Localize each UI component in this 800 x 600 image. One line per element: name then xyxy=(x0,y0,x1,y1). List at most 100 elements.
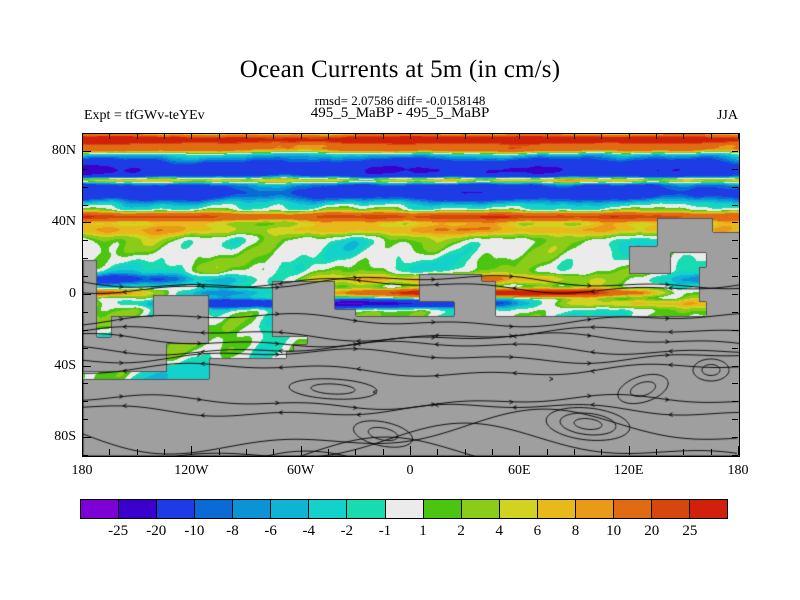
y-axis-minor-tick-right xyxy=(732,401,738,403)
y-axis-major-tick xyxy=(82,150,91,152)
colorbar-tick-label: 10 xyxy=(606,523,622,539)
x-axis-minor-tick xyxy=(355,449,357,455)
y-axis-minor-tick-right xyxy=(732,383,738,385)
x-axis-minor-tick-top xyxy=(109,133,111,139)
y-axis-minor-tick-right xyxy=(732,365,738,367)
ocean-current-heatmap xyxy=(83,134,739,456)
colorbar-gradient xyxy=(80,499,728,519)
x-axis-minor-tick-top xyxy=(300,133,302,139)
y-axis-minor-tick-right xyxy=(732,437,738,439)
x-axis-minor-tick-top xyxy=(519,133,521,139)
x-axis-label: 60E xyxy=(508,463,531,478)
colorbar-band xyxy=(690,500,728,518)
y-axis-label: 80N xyxy=(51,142,76,158)
colorbar-tick-label: -2 xyxy=(340,523,354,539)
colorbar-band xyxy=(423,500,462,518)
map-plot-area xyxy=(82,133,740,457)
y-axis-minor-tick-right xyxy=(732,329,738,331)
colorbar-tick-label: -1 xyxy=(378,523,392,539)
colorbar-tick-label: 2 xyxy=(457,523,465,539)
y-axis-minor-tick-right xyxy=(732,168,738,170)
y-axis-label: 0 xyxy=(69,286,76,301)
x-axis-label: 0 xyxy=(406,463,414,478)
x-axis-minor-tick-top xyxy=(273,133,275,139)
y-axis-major-tick xyxy=(82,437,91,439)
x-axis-minor-tick-top xyxy=(628,133,630,139)
x-axis-minor-tick xyxy=(546,449,548,455)
x-axis-minor-tick-top xyxy=(492,133,493,139)
y-axis-minor-tick xyxy=(82,383,88,385)
x-axis-minor-tick xyxy=(218,449,220,455)
y-axis-minor-tick-right xyxy=(732,222,738,224)
colorbar-band xyxy=(271,500,310,518)
x-axis-minor-tick-top xyxy=(410,133,411,139)
experiment-label: Expt = tfGWv-teYEv xyxy=(84,108,205,123)
colorbar-tick-label: 1 xyxy=(419,523,427,539)
colorbar-band xyxy=(119,500,158,518)
colorbar-band xyxy=(81,500,120,518)
colorbar-band xyxy=(613,500,652,518)
y-axis-minor-tick xyxy=(82,347,88,349)
y-axis-minor-tick-right xyxy=(732,240,738,242)
x-axis-minor-tick xyxy=(656,449,657,455)
y-axis-major-tick xyxy=(82,365,91,367)
colorbar-band xyxy=(157,500,196,518)
x-axis-major-tick xyxy=(191,446,193,455)
y-axis-label: 40N xyxy=(51,214,76,230)
colorbar-band xyxy=(309,500,348,518)
y-axis-minor-tick-right xyxy=(732,311,738,313)
x-axis-major-tick xyxy=(300,446,302,455)
x-axis-major-tick xyxy=(628,446,630,455)
x-axis-minor-tick-top xyxy=(710,133,712,139)
colorbar-band xyxy=(575,500,614,518)
x-axis-minor-tick xyxy=(246,449,247,455)
x-axis-minor-tick xyxy=(683,449,685,455)
colorbar-band xyxy=(195,500,234,518)
colorbar-tick-label: -6 xyxy=(264,523,277,539)
x-axis-minor-tick xyxy=(574,449,575,455)
y-axis-minor-tick-right xyxy=(732,258,738,260)
colorbar-tick-label: 25 xyxy=(682,523,698,539)
colorbar-tick-label: -25 xyxy=(108,523,129,539)
x-axis-minor-tick-top xyxy=(656,133,657,139)
y-axis-minor-tick xyxy=(82,240,88,242)
x-axis-minor-tick xyxy=(109,449,111,455)
x-axis-minor-tick-top xyxy=(546,133,548,139)
y-axis-label: 80S xyxy=(54,429,76,445)
x-axis-minor-tick-top xyxy=(683,133,685,139)
colorbar-band xyxy=(499,500,538,518)
y-axis-minor-tick-right xyxy=(732,150,738,152)
page-title: Ocean Currents at 5m (in cm/s) xyxy=(239,56,561,83)
x-axis-minor-tick xyxy=(464,449,466,455)
x-axis-minor-tick-top xyxy=(437,133,439,139)
x-axis-label: 180 xyxy=(727,463,749,478)
colorbar-tick-label: 20 xyxy=(644,523,660,539)
x-axis-minor-tick-top xyxy=(574,133,575,139)
x-axis-major-tick xyxy=(519,446,521,455)
season-label: JJA xyxy=(716,108,738,123)
x-axis-minor-tick-top xyxy=(738,133,739,139)
x-axis-label: 180 xyxy=(71,463,93,478)
y-axis-minor-tick xyxy=(82,204,88,206)
x-axis-label: 60W xyxy=(287,463,315,478)
y-axis-minor-tick xyxy=(82,276,88,278)
colorbar-band xyxy=(461,500,500,518)
y-axis-minor-tick xyxy=(82,186,88,188)
x-axis-minor-tick-top xyxy=(164,133,165,139)
colorbar-tick-label: 4 xyxy=(495,523,504,539)
x-axis-major-tick xyxy=(410,446,411,455)
x-axis-minor-tick-top xyxy=(328,133,329,139)
y-axis-minor-tick-right xyxy=(732,276,738,278)
x-axis-minor-tick-top xyxy=(464,133,466,139)
y-axis-minor-tick xyxy=(82,311,88,313)
y-axis-label: 40S xyxy=(54,357,76,373)
colorbar: -25 -20 -10 -8 -6 -4 -2 -1 1 2 4 6 8 10 20 25 xyxy=(80,499,728,539)
colorbar-tick-label: -8 xyxy=(226,523,239,539)
x-axis-minor-tick-top xyxy=(355,133,357,139)
x-axis-minor-tick-top xyxy=(382,133,384,139)
colorbar-tick-label: 6 xyxy=(533,523,542,539)
x-axis-minor-tick xyxy=(492,449,493,455)
x-axis-minor-tick xyxy=(136,449,138,455)
y-axis-minor-tick-right xyxy=(732,204,738,206)
